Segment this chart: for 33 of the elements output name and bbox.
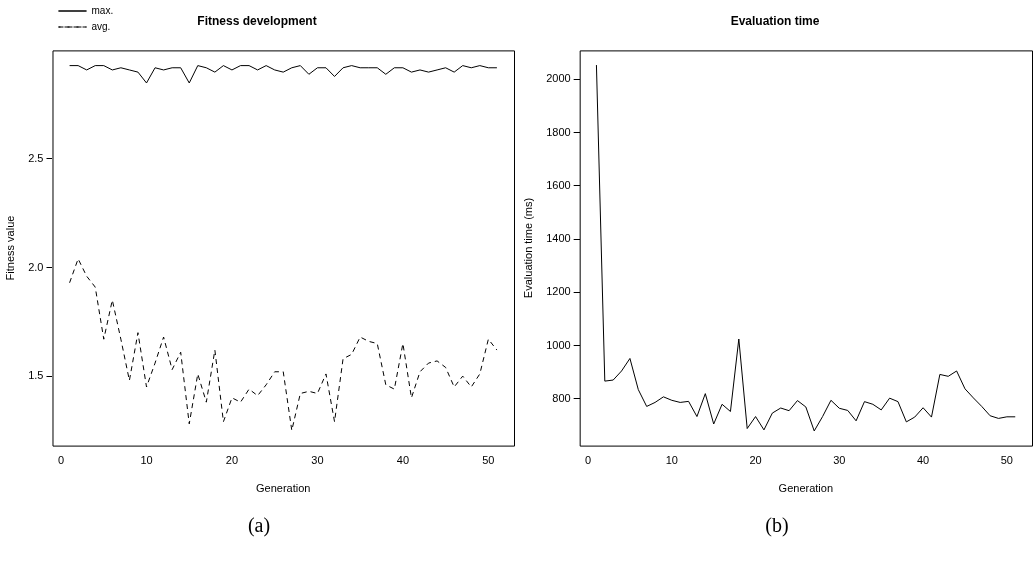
y-tick-label: 1400: [546, 232, 571, 245]
y-axis-title: Fitness value: [3, 215, 16, 281]
y-tick-label: 2000: [546, 72, 571, 85]
y-tick-label: 1600: [546, 178, 571, 191]
x-tick-label: 20: [749, 454, 762, 467]
x-axis-title: Generation: [256, 482, 311, 495]
x-tick-label: 10: [140, 454, 153, 467]
chart-title: Evaluation time: [730, 13, 820, 28]
text: (b): [764, 514, 790, 537]
x-tick-label: 20: [225, 454, 239, 467]
x-tick-label: 40: [396, 454, 410, 467]
x-tick-label: 30: [833, 454, 846, 467]
x-tick-label: 0: [584, 454, 592, 467]
y-tick-label: 1000: [546, 338, 571, 351]
x-tick-label: 50: [1000, 454, 1013, 467]
chart-title: Fitness development: [197, 13, 317, 28]
x-tick-label: 10: [665, 454, 678, 467]
line-series: [69, 258, 498, 431]
y-tick-label: 1.5: [28, 369, 44, 382]
x-tick-label: 40: [916, 454, 930, 467]
y-tick-label: 1200: [546, 285, 571, 298]
y-tick-label: 2.5: [28, 152, 44, 164]
x-tick-label: 50: [482, 454, 495, 467]
text: (a): [246, 514, 272, 537]
x-tick-label: 0: [57, 454, 65, 467]
y-tick-label: 1800: [546, 125, 571, 138]
y-tick-label: 800: [552, 392, 571, 404]
y-tick-label: 2.0: [28, 260, 44, 273]
legend-label: max.: [91, 4, 114, 16]
x-tick-label: 30: [311, 454, 324, 467]
legend-label: avg.: [91, 20, 111, 32]
y-axis-title: Evaluation time (ms): [521, 197, 534, 299]
x-axis-title: Generation: [778, 482, 834, 495]
